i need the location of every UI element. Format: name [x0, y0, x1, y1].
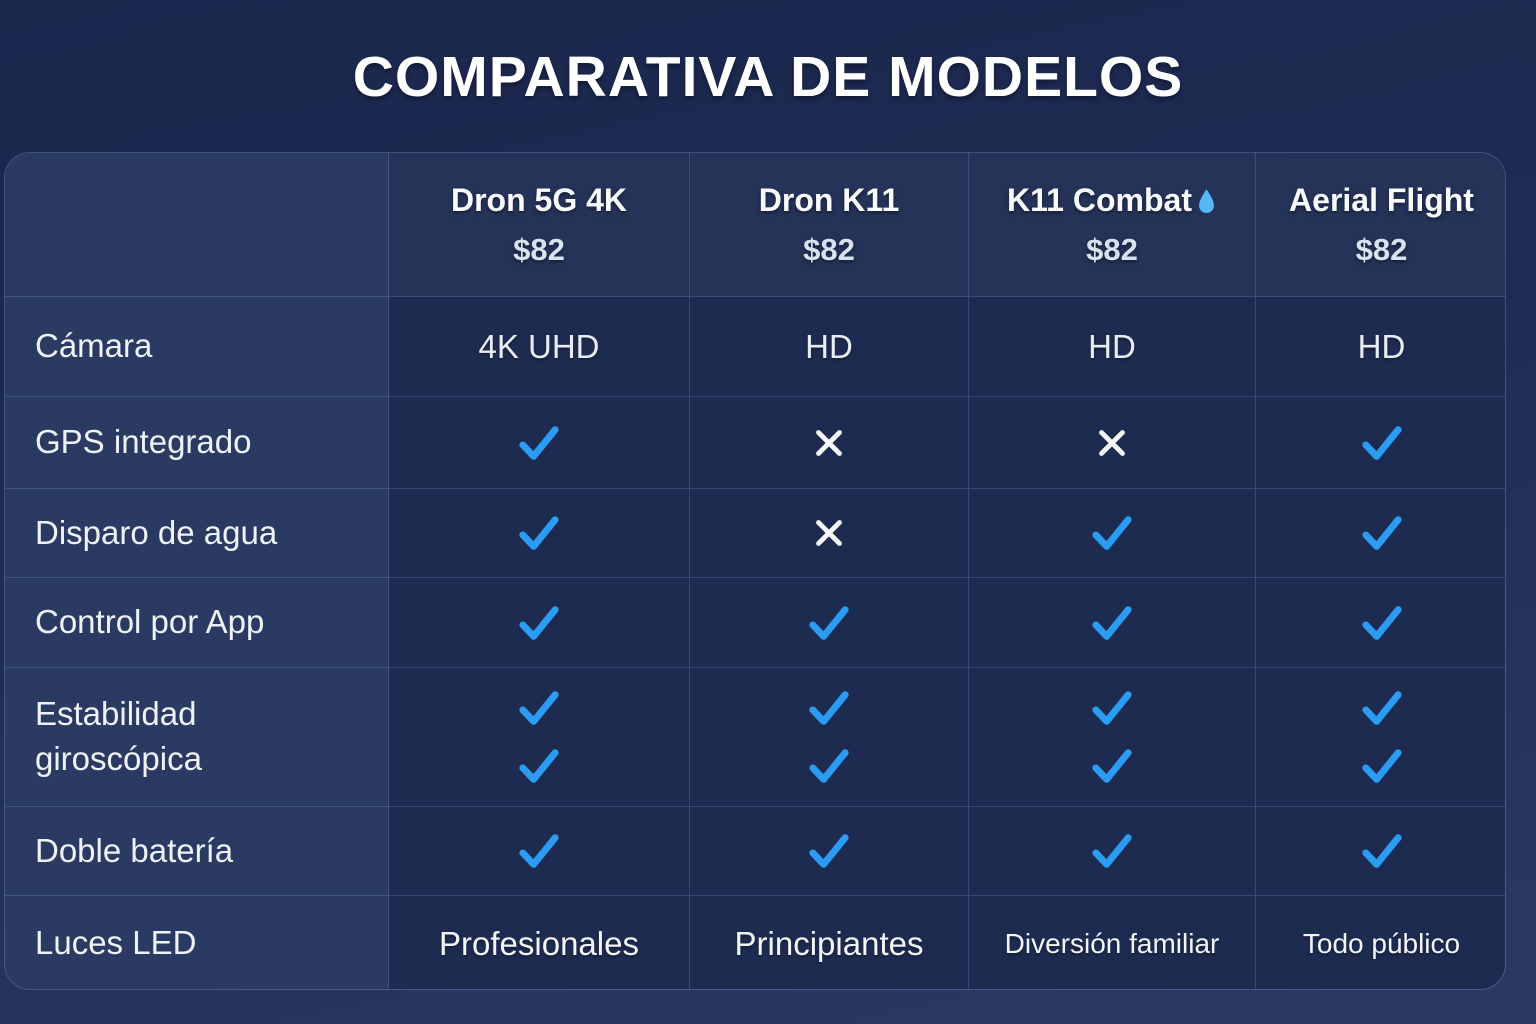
check-icon — [1361, 605, 1402, 640]
table-cell: Diversión familiar — [969, 896, 1256, 989]
cell-value: HD — [1357, 327, 1406, 365]
table-cell — [1256, 807, 1505, 896]
page-title: COMPARATIVA DE MODELOS — [352, 45, 1184, 109]
cross-icon — [1099, 429, 1125, 456]
table-cell — [969, 489, 1256, 578]
cell-value: Profesionales — [439, 924, 639, 962]
product-header-1: Dron 5G 4K $82 — [389, 153, 690, 297]
check-icon — [1092, 749, 1132, 783]
check-icon — [519, 749, 559, 783]
product-price: $82 — [1086, 231, 1138, 267]
product-name: K11 Combat — [1007, 182, 1217, 219]
table-cell — [969, 807, 1256, 896]
product-name: Aerial Flight — [1289, 181, 1474, 218]
table-cell — [1256, 397, 1505, 489]
feature-text: Cámara — [35, 327, 153, 365]
check-icon — [1092, 834, 1132, 868]
cross-icon — [816, 520, 842, 546]
table-cell — [1256, 489, 1505, 578]
product-name: Dron K11 — [758, 181, 900, 218]
check-icon — [1361, 425, 1402, 460]
feature-label: GPS integrado — [5, 397, 389, 489]
check-icon — [1361, 749, 1402, 783]
table-cell — [389, 489, 690, 578]
feature-text: Estabilidad giroscópica — [35, 695, 202, 777]
table-cell — [690, 397, 969, 489]
check-icon — [519, 834, 559, 868]
table-cell — [389, 807, 690, 896]
table-cell: Principiantes — [690, 896, 969, 989]
table-cell — [969, 397, 1256, 489]
table-cell — [969, 668, 1256, 807]
check-icon — [809, 749, 849, 783]
feature-text: Disparo de agua — [35, 513, 278, 551]
comparison-table: Dron 5G 4K $82 Dron K11 $82 K11 Combat $82 Aer… — [4, 152, 1506, 990]
feature-text: Doble batería — [35, 831, 234, 869]
check-icon — [809, 834, 849, 868]
table-cell — [389, 397, 690, 489]
cell-value: HD — [805, 327, 853, 365]
check-icon — [1361, 834, 1402, 868]
table-cell — [690, 578, 969, 668]
table-cell — [1256, 578, 1505, 668]
check-icon — [809, 605, 849, 640]
double-check-icon — [1089, 688, 1135, 786]
cell-value: Diversión familiar — [1004, 927, 1220, 959]
table-cell — [389, 668, 690, 807]
check-icon — [519, 516, 559, 550]
product-price: $82 — [1355, 231, 1408, 267]
table-cell: HD — [969, 297, 1256, 397]
product-header-3: K11 Combat $82 — [969, 153, 1256, 297]
check-icon — [1092, 605, 1132, 640]
check-icon — [519, 691, 559, 725]
double-check-icon — [516, 688, 562, 786]
table-cell — [690, 807, 969, 896]
header-corner-cell — [5, 153, 389, 297]
table-cell — [969, 578, 1256, 668]
feature-label: Estabilidad giroscópica — [5, 668, 389, 807]
feature-label: Control por App — [5, 578, 389, 668]
check-icon — [1092, 516, 1132, 550]
feature-text: Luces LED — [35, 924, 197, 962]
water-drop-icon — [1199, 188, 1214, 213]
double-check-icon — [806, 688, 852, 786]
table-cell — [389, 578, 690, 668]
feature-label: Cámara — [5, 297, 389, 397]
table-cell: Todo público — [1256, 896, 1505, 989]
cell-value: Principiantes — [734, 924, 924, 962]
feature-text: GPS integrado — [35, 423, 252, 461]
double-check-icon — [1359, 688, 1405, 786]
cell-value: HD — [1088, 327, 1136, 365]
feature-label: Disparo de agua — [5, 489, 389, 578]
check-icon — [519, 425, 559, 460]
table-cell: HD — [1256, 297, 1505, 397]
table-cell — [690, 668, 969, 807]
product-header-2: Dron K11 $82 — [690, 153, 969, 297]
product-price: $82 — [803, 231, 855, 267]
table-cell — [1256, 668, 1505, 807]
cross-icon — [816, 429, 842, 456]
check-icon — [1361, 516, 1402, 550]
check-icon — [809, 691, 849, 725]
feature-label: Doble batería — [5, 807, 389, 896]
cell-value: Todo público — [1302, 927, 1461, 959]
cell-value: 4K UHD — [478, 327, 600, 365]
table-cell: HD — [690, 297, 969, 397]
check-icon — [1361, 691, 1402, 725]
table-cell: 4K UHD — [389, 297, 690, 397]
feature-label: Luces LED — [5, 896, 389, 989]
check-icon — [1092, 691, 1132, 725]
feature-text: Control por App — [35, 603, 265, 641]
table-cell: Profesionales — [389, 896, 690, 989]
table-cell — [690, 489, 969, 578]
product-price: $82 — [513, 231, 565, 267]
product-name: Dron 5G 4K — [450, 181, 628, 218]
check-icon — [519, 605, 559, 640]
product-header-4: Aerial Flight $82 — [1256, 153, 1505, 297]
